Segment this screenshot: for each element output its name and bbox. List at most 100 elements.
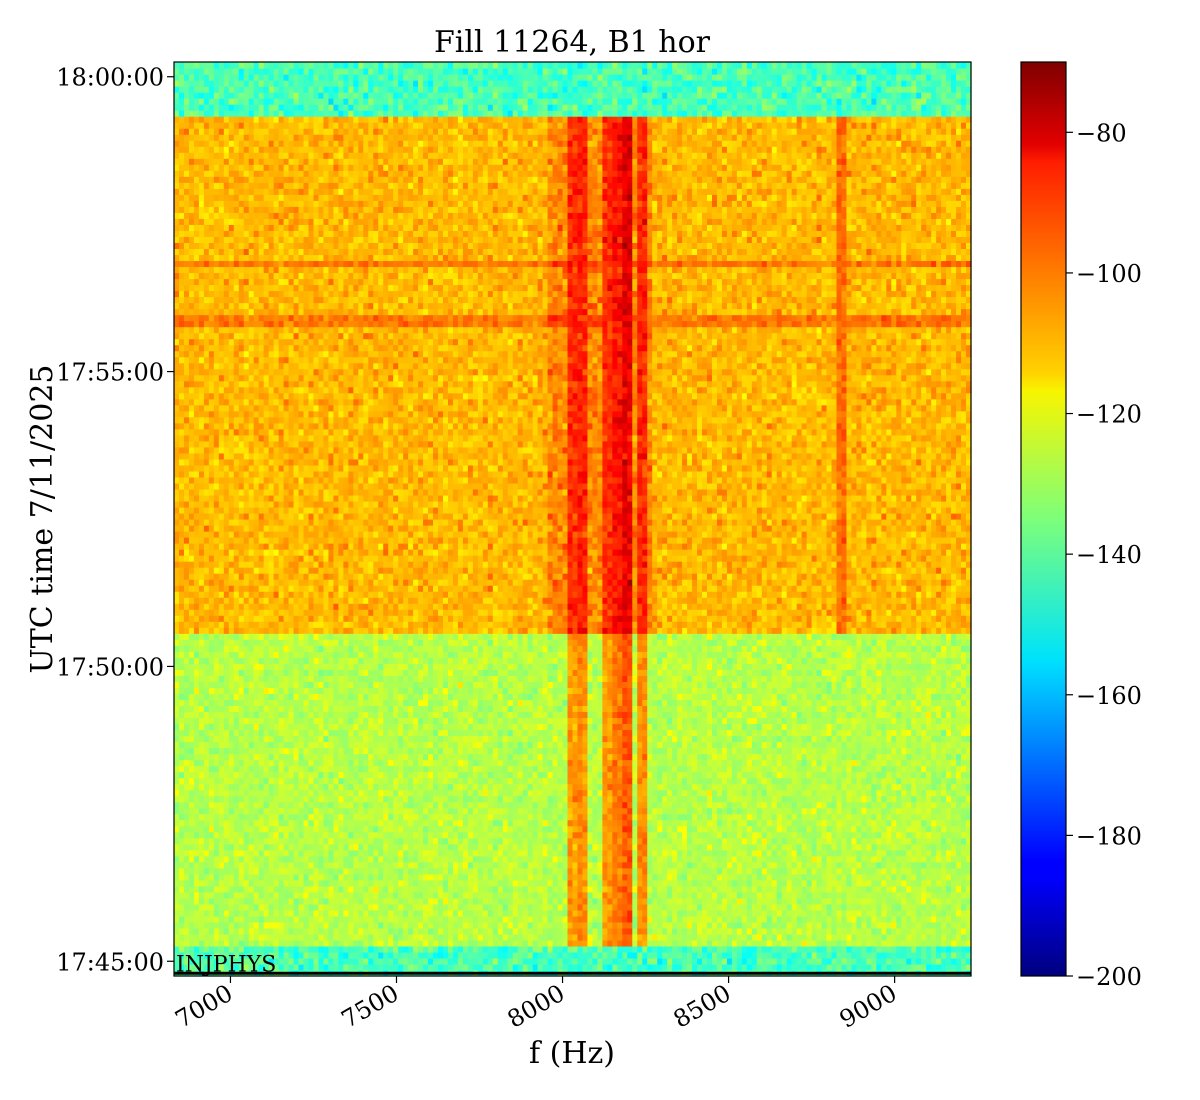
heatmap-cell: [328, 927, 334, 935]
heatmap-cell: [183, 879, 190, 887]
heatmap-cell: [253, 825, 260, 833]
heatmap-cell: [951, 879, 957, 887]
heatmap-cell: [597, 879, 603, 887]
heatmap-cell: [423, 831, 429, 839]
heatmap-cell: [936, 873, 942, 881]
heatmap-cell: [218, 903, 225, 911]
heatmap-cell: [174, 789, 180, 797]
heatmap-cell: [896, 879, 902, 887]
heatmap-cell: [283, 945, 290, 953]
heatmap-cell: [751, 885, 758, 893]
heatmap-cell: [861, 945, 867, 953]
heatmap-cell: [736, 801, 743, 809]
heatmap-cell: [288, 801, 295, 809]
heatmap-cell: [368, 831, 374, 839]
heatmap-cell: [447, 867, 454, 875]
heatmap-cell: [547, 927, 554, 935]
heatmap-cell: [228, 879, 235, 887]
heatmap-cell: [433, 879, 439, 887]
heatmap-cell: [921, 813, 927, 821]
heatmap-cell: [502, 915, 509, 923]
heatmap-cell: [413, 837, 419, 845]
heatmap-cell: [492, 867, 499, 875]
heatmap-cell: [378, 897, 384, 905]
heatmap-cell: [193, 951, 200, 959]
heatmap-cell: [253, 855, 260, 863]
heatmap-cell: [637, 825, 643, 833]
heatmap-cell: [462, 867, 469, 875]
heatmap-cell: [632, 885, 638, 893]
heatmap-cell: [612, 789, 618, 797]
heatmap-cell: [577, 927, 584, 935]
heatmap-cell: [537, 873, 544, 881]
heatmap-cell: [328, 933, 334, 941]
heatmap-cell: [328, 957, 334, 965]
heatmap-cell: [353, 873, 359, 881]
heatmap-cell: [921, 825, 927, 833]
heatmap-cell: [398, 831, 404, 839]
heatmap-cell: [647, 873, 653, 881]
heatmap-cell: [896, 819, 902, 827]
heatmap-cell: [258, 855, 265, 863]
heatmap-cell: [213, 837, 220, 845]
heatmap-cell: [577, 789, 584, 797]
heatmap-cell: [936, 819, 942, 827]
heatmap-cell: [617, 945, 623, 953]
heatmap-cell: [716, 933, 723, 941]
heatmap-cell: [253, 915, 260, 923]
heatmap-cell: [951, 945, 957, 953]
heatmap-cell: [258, 945, 265, 953]
heatmap-cell: [467, 939, 474, 947]
heatmap-cell: [871, 939, 877, 947]
heatmap-cell: [921, 927, 927, 935]
heatmap-cell: [433, 921, 439, 929]
heatmap-cell: [642, 813, 648, 821]
heatmap-cell: [577, 921, 584, 929]
heatmap-cell: [243, 903, 250, 911]
heatmap-cell: [492, 831, 499, 839]
heatmap-cell: [293, 813, 300, 821]
heatmap-cell: [383, 897, 389, 905]
heatmap-cell: [213, 873, 220, 881]
heatmap-cell: [911, 885, 917, 893]
heatmap-cell: [721, 951, 728, 959]
heatmap-cell: [467, 795, 474, 803]
heatmap-cell: [547, 909, 554, 917]
heatmap-cell: [632, 825, 638, 833]
heatmap-cell: [931, 873, 937, 881]
heatmap-cell: [278, 801, 285, 809]
heatmap-cell: [438, 837, 444, 845]
heatmap-cell: [846, 963, 853, 971]
heatmap-cell: [363, 927, 369, 935]
heatmap-cell: [373, 861, 379, 869]
heatmap-cell: [328, 867, 334, 875]
heatmap-cell: [956, 873, 962, 881]
heatmap-cell: [706, 861, 713, 869]
heatmap-cell: [263, 795, 270, 803]
heatmap-cell: [547, 963, 554, 971]
heatmap-cell: [462, 951, 469, 959]
heatmap-cell: [637, 945, 643, 953]
heatmap-cell: [343, 921, 349, 929]
heatmap-cell: [198, 891, 205, 899]
heatmap-cell: [881, 879, 887, 887]
heatmap-cell: [697, 921, 703, 929]
heatmap-cell: [756, 813, 763, 821]
heatmap-cell: [258, 963, 265, 971]
heatmap-cell: [393, 789, 399, 797]
heatmap-cell: [677, 837, 683, 845]
heatmap-cell: [711, 795, 718, 803]
heatmap-cell: [632, 813, 638, 821]
heatmap-cell: [602, 897, 608, 905]
heatmap-cell: [617, 855, 623, 863]
heatmap-cell: [462, 903, 469, 911]
heatmap-cell: [428, 813, 434, 821]
heatmap-cell: [228, 795, 235, 803]
heatmap-cell: [383, 885, 389, 893]
heatmap-cell: [368, 879, 374, 887]
heatmap-cell: [203, 963, 210, 971]
heatmap-cell: [293, 837, 300, 845]
heatmap-cell: [951, 837, 957, 845]
heatmap-cell: [617, 921, 623, 929]
heatmap-cell: [916, 825, 922, 833]
